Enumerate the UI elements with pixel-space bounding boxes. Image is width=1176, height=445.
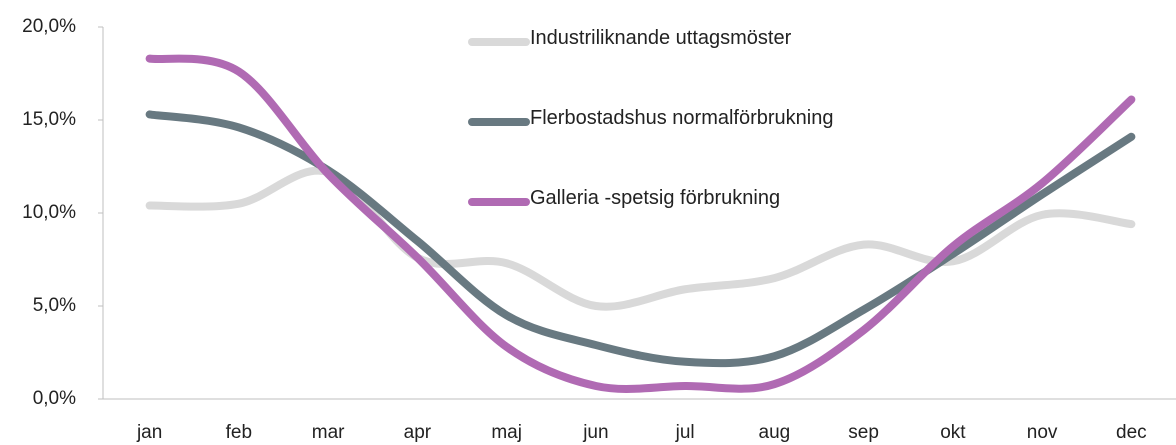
x-tick-label: jan: [136, 422, 162, 443]
series-line: [145, 110, 1136, 368]
legend-label: Flerbostadshus normalförbrukning: [530, 107, 834, 129]
legend-item: Industriliknande uttagsmöster: [468, 27, 791, 55]
y-tick-label: 20,0%: [22, 16, 76, 37]
legend-label: Industriliknande uttagsmöster: [530, 27, 792, 49]
legend-swatch: [468, 198, 530, 206]
y-tick-label: 5,0%: [33, 295, 76, 316]
y-tick-label: 0,0%: [33, 388, 76, 409]
x-tick-label: dec: [1116, 422, 1147, 443]
legend-swatch: [468, 118, 530, 126]
series-line: [145, 166, 1136, 311]
y-tick-label: 10,0%: [22, 202, 76, 223]
series-line: [145, 54, 1136, 393]
x-tick-label: jun: [582, 422, 608, 443]
x-tick-label: feb: [226, 422, 252, 443]
x-tick-label: maj: [491, 422, 522, 443]
x-tick-label: apr: [404, 422, 432, 443]
x-tick-label: sep: [848, 422, 879, 443]
x-tick-label: nov: [1027, 422, 1058, 443]
y-tick-label: 15,0%: [22, 109, 76, 130]
x-tick-label: aug: [759, 422, 791, 443]
x-tick-label: jul: [675, 422, 695, 443]
legend-swatch: [468, 38, 530, 46]
x-tick-label: mar: [312, 422, 345, 443]
legend-item: Flerbostadshus normalförbrukning: [468, 107, 834, 135]
legend-item: Galleria -spetsig förbrukning: [468, 187, 780, 215]
x-tick-label: okt: [940, 422, 966, 443]
legend-label: Galleria -spetsig förbrukning: [530, 187, 781, 209]
